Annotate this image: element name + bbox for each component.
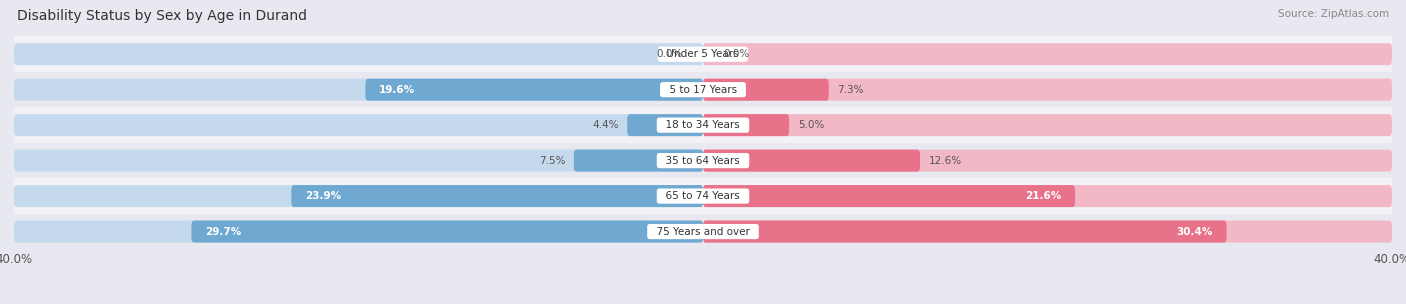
FancyBboxPatch shape [14, 43, 703, 65]
FancyBboxPatch shape [0, 72, 1406, 107]
Text: 21.6%: 21.6% [1025, 191, 1062, 201]
FancyBboxPatch shape [574, 150, 703, 171]
FancyBboxPatch shape [14, 114, 703, 136]
Text: 19.6%: 19.6% [380, 85, 415, 95]
FancyBboxPatch shape [191, 221, 703, 243]
FancyBboxPatch shape [703, 150, 1392, 171]
FancyBboxPatch shape [366, 79, 703, 101]
Text: Disability Status by Sex by Age in Durand: Disability Status by Sex by Age in Duran… [17, 9, 307, 23]
FancyBboxPatch shape [703, 185, 1392, 207]
FancyBboxPatch shape [14, 150, 703, 171]
Text: 65 to 74 Years: 65 to 74 Years [659, 191, 747, 201]
Text: 7.5%: 7.5% [538, 156, 565, 166]
Text: 5.0%: 5.0% [797, 120, 824, 130]
Text: 23.9%: 23.9% [305, 191, 342, 201]
FancyBboxPatch shape [703, 43, 1392, 65]
Text: 30.4%: 30.4% [1177, 226, 1213, 237]
FancyBboxPatch shape [703, 221, 1392, 243]
Text: 75 Years and over: 75 Years and over [650, 226, 756, 237]
FancyBboxPatch shape [0, 107, 1406, 143]
FancyBboxPatch shape [14, 185, 703, 207]
FancyBboxPatch shape [0, 143, 1406, 178]
FancyBboxPatch shape [703, 114, 1392, 136]
Text: 35 to 64 Years: 35 to 64 Years [659, 156, 747, 166]
FancyBboxPatch shape [0, 36, 1406, 72]
FancyBboxPatch shape [14, 79, 703, 101]
FancyBboxPatch shape [291, 185, 703, 207]
Text: 29.7%: 29.7% [205, 226, 242, 237]
FancyBboxPatch shape [0, 178, 1406, 214]
Text: 12.6%: 12.6% [928, 156, 962, 166]
FancyBboxPatch shape [0, 214, 1406, 249]
FancyBboxPatch shape [703, 185, 1076, 207]
Text: 18 to 34 Years: 18 to 34 Years [659, 120, 747, 130]
Text: 0.0%: 0.0% [657, 49, 682, 59]
FancyBboxPatch shape [703, 79, 828, 101]
Text: 4.4%: 4.4% [592, 120, 619, 130]
FancyBboxPatch shape [703, 114, 789, 136]
Text: Under 5 Years: Under 5 Years [661, 49, 745, 59]
FancyBboxPatch shape [703, 79, 1392, 101]
Text: Source: ZipAtlas.com: Source: ZipAtlas.com [1278, 9, 1389, 19]
FancyBboxPatch shape [703, 150, 920, 171]
FancyBboxPatch shape [14, 221, 703, 243]
Text: 0.0%: 0.0% [724, 49, 749, 59]
FancyBboxPatch shape [703, 221, 1226, 243]
Text: 5 to 17 Years: 5 to 17 Years [662, 85, 744, 95]
Text: 7.3%: 7.3% [838, 85, 863, 95]
FancyBboxPatch shape [627, 114, 703, 136]
